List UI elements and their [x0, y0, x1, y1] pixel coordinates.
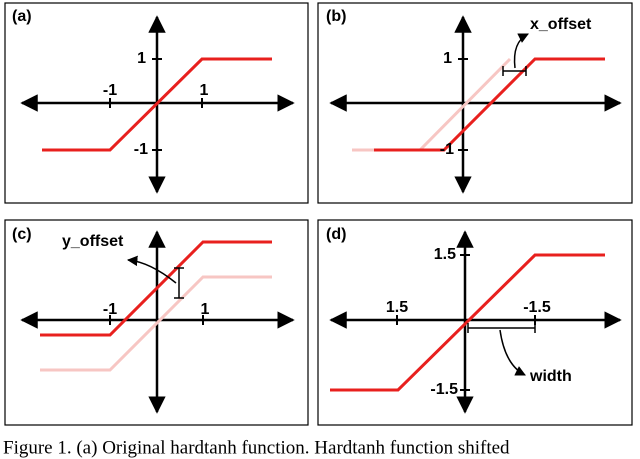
shifted-curve: [374, 57, 605, 152]
panel-label: (d): [326, 226, 346, 243]
tick-label: -1.5: [523, 299, 551, 316]
panel-c: (c) -1 1 y_offset: [4, 219, 309, 426]
tick-label: 1.5: [386, 299, 408, 316]
panel-b: (b) 1 -1 x_offset: [317, 2, 633, 204]
panel-label: (c): [12, 226, 32, 243]
tick-label: 1: [201, 301, 210, 318]
offset-bracket: [174, 267, 184, 299]
panel-frame: [4, 2, 309, 204]
tick-label: -1: [103, 82, 117, 99]
width-bracket: [467, 323, 536, 333]
panel-frame: [317, 219, 633, 426]
offset-bracket: [502, 66, 527, 76]
panel-frame: [4, 219, 309, 426]
panel-frame: [317, 2, 633, 204]
original-curve: [352, 57, 512, 152]
caption: Figure 1. (a) Original hardtanh function…: [3, 437, 510, 458]
panel-label: (b): [326, 8, 346, 25]
shifted-curve: [40, 240, 272, 337]
annotation: y_offset: [62, 233, 124, 250]
panel-a: (a) -1 1 1 -1: [4, 2, 309, 204]
tick-label: 1: [137, 50, 146, 67]
tick-label: -1: [103, 301, 117, 318]
panel-d: (d) 1.5 -1.5 1.5 -1.5 width: [317, 219, 633, 426]
hardtanh-curve: [330, 253, 605, 392]
panel-label: (a): [12, 8, 32, 25]
annotation-arrow: [513, 33, 529, 69]
annotation-arrow: [126, 255, 177, 284]
tick-label: 1: [443, 50, 452, 67]
hardtanh-curve: [42, 57, 272, 152]
annotation: x_offset: [530, 16, 592, 33]
tick-label: 1.5: [434, 246, 456, 263]
original-curve: [40, 275, 272, 372]
tick-label: -1: [440, 141, 454, 158]
tick-label: -1.5: [430, 381, 458, 398]
annotation-arrow: [499, 329, 526, 376]
tick-label: -1: [134, 141, 148, 158]
annotation: width: [529, 368, 572, 385]
tick-label: 1: [200, 82, 209, 99]
